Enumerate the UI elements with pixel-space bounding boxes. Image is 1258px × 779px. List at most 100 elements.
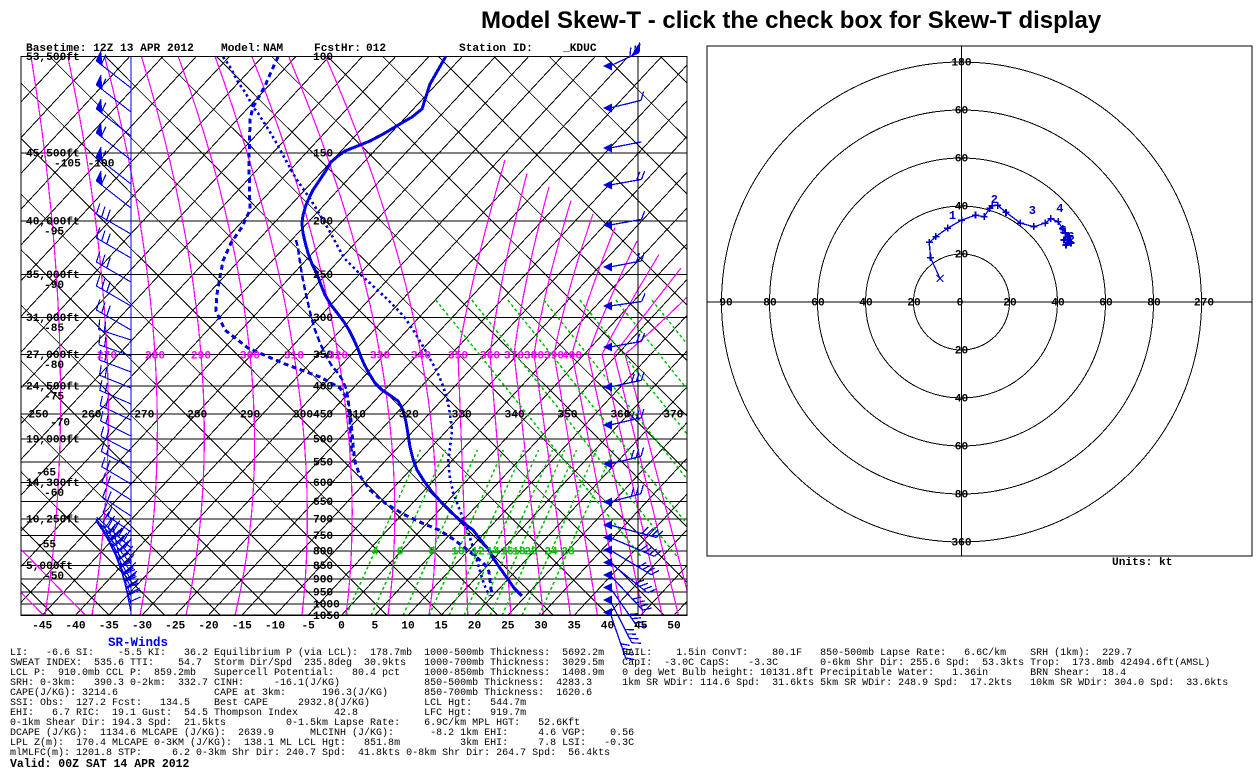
svg-text:-10: -10 — [265, 621, 285, 633]
svg-text:-25: -25 — [165, 621, 185, 633]
svg-text:180: 180 — [951, 58, 971, 70]
svg-text:330: 330 — [370, 350, 390, 362]
svg-text:400: 400 — [313, 382, 333, 394]
svg-text:45: 45 — [634, 621, 648, 633]
svg-text:320: 320 — [328, 350, 348, 362]
svg-text:250: 250 — [28, 410, 48, 422]
svg-text:360: 360 — [951, 538, 971, 550]
svg-text:10,250ft: 10,250ft — [26, 515, 80, 527]
svg-text:3: 3 — [1029, 204, 1036, 218]
svg-text:NAM: NAM — [263, 43, 283, 55]
svg-text:Basetime: 12Z 13 APR 2012: Basetime: 12Z 13 APR 2012 — [26, 43, 194, 55]
svg-text:53,500ft: 53,500ft — [26, 52, 80, 64]
svg-text:60: 60 — [955, 106, 969, 118]
svg-text:19,000ft: 19,000ft — [26, 435, 80, 447]
svg-text:370: 370 — [504, 350, 524, 362]
svg-text:40: 40 — [1051, 298, 1065, 310]
svg-text:14,300ft: 14,300ft — [26, 478, 80, 490]
svg-text:500: 500 — [313, 435, 333, 447]
svg-text:300: 300 — [313, 313, 333, 325]
svg-text:-35: -35 — [99, 621, 119, 633]
svg-text:-105 -100: -105 -100 — [54, 158, 115, 170]
svg-text:800: 800 — [313, 546, 333, 558]
svg-text:80: 80 — [955, 490, 969, 502]
svg-text:290: 290 — [240, 410, 260, 422]
svg-text:31,000ft: 31,000ft — [26, 313, 80, 325]
svg-text:100: 100 — [313, 52, 333, 64]
svg-text:60: 60 — [1099, 298, 1113, 310]
svg-text:350: 350 — [557, 410, 577, 422]
svg-text:200: 200 — [313, 217, 333, 229]
svg-text:650: 650 — [313, 497, 333, 509]
svg-text:60: 60 — [955, 442, 969, 454]
svg-text:360: 360 — [480, 350, 500, 362]
svg-text:5: 5 — [1059, 224, 1066, 238]
svg-text:700: 700 — [313, 515, 333, 527]
svg-text:4: 4 — [372, 547, 379, 559]
svg-text:850: 850 — [313, 561, 333, 573]
svg-text:0: 0 — [957, 298, 964, 310]
svg-text:260: 260 — [81, 410, 101, 422]
svg-text:20: 20 — [955, 346, 969, 358]
svg-text:35,000ft: 35,000ft — [26, 270, 80, 282]
svg-text:-55: -55 — [36, 539, 56, 551]
svg-text:20: 20 — [468, 621, 482, 633]
svg-text:20: 20 — [955, 250, 969, 262]
svg-text:340: 340 — [411, 350, 431, 362]
svg-text:1: 1 — [949, 209, 956, 223]
svg-text:360: 360 — [610, 410, 630, 422]
svg-text:-75: -75 — [44, 392, 64, 404]
svg-text:2: 2 — [991, 193, 998, 207]
svg-text:8: 8 — [429, 547, 436, 559]
svg-text:6: 6 — [1067, 230, 1074, 244]
svg-text:80: 80 — [763, 298, 777, 310]
svg-text:25: 25 — [501, 621, 515, 633]
svg-text:-50: -50 — [44, 571, 64, 583]
svg-text:270: 270 — [134, 410, 154, 422]
svg-text:12: 12 — [471, 547, 485, 559]
svg-text:27,000ft: 27,000ft — [26, 350, 80, 362]
svg-text:-80: -80 — [44, 360, 64, 372]
svg-text:0: 0 — [338, 621, 345, 633]
svg-text:370: 370 — [663, 410, 683, 422]
svg-text:-85: -85 — [44, 323, 64, 335]
svg-text:400: 400 — [562, 350, 582, 362]
svg-text:012: 012 — [366, 43, 386, 55]
svg-text:24,500ft: 24,500ft — [26, 382, 80, 394]
svg-text:80: 80 — [1147, 298, 1161, 310]
svg-text:16: 16 — [500, 547, 514, 559]
svg-text:600: 600 — [313, 478, 333, 490]
svg-text:15: 15 — [434, 621, 448, 633]
svg-text:5,000ft: 5,000ft — [26, 561, 73, 573]
svg-text:24: 24 — [544, 547, 558, 559]
svg-text:270: 270 — [1194, 298, 1214, 310]
svg-text:350: 350 — [448, 350, 468, 362]
svg-text:340: 340 — [505, 410, 525, 422]
svg-text:290: 290 — [191, 350, 211, 362]
svg-text:390: 390 — [544, 350, 564, 362]
svg-text:28: 28 — [561, 547, 575, 559]
svg-text:60: 60 — [811, 298, 825, 310]
svg-text:6: 6 — [397, 547, 404, 559]
svg-text:20: 20 — [1003, 298, 1017, 310]
svg-text:320: 320 — [399, 410, 419, 422]
svg-text:40,000ft: 40,000ft — [26, 217, 80, 229]
svg-text:30: 30 — [534, 621, 548, 633]
svg-text:60: 60 — [955, 154, 969, 166]
svg-text:-15: -15 — [232, 621, 252, 633]
svg-text:-45: -45 — [32, 621, 52, 633]
svg-text:150: 150 — [313, 148, 333, 160]
svg-text:-70: -70 — [50, 418, 70, 430]
svg-text:40: 40 — [859, 298, 873, 310]
svg-text:-65: -65 — [36, 467, 56, 479]
svg-text:250: 250 — [313, 270, 333, 282]
svg-text:40: 40 — [955, 394, 969, 406]
svg-text:Model:: Model: — [221, 43, 261, 55]
svg-text:20: 20 — [907, 298, 921, 310]
svg-text:Units: kt: Units: kt — [1112, 557, 1172, 569]
svg-text:10: 10 — [401, 621, 415, 633]
svg-text:330: 330 — [452, 410, 472, 422]
svg-text:4: 4 — [1056, 202, 1063, 216]
svg-text:_KDUC: _KDUC — [562, 43, 597, 55]
svg-text:-20: -20 — [198, 621, 218, 633]
